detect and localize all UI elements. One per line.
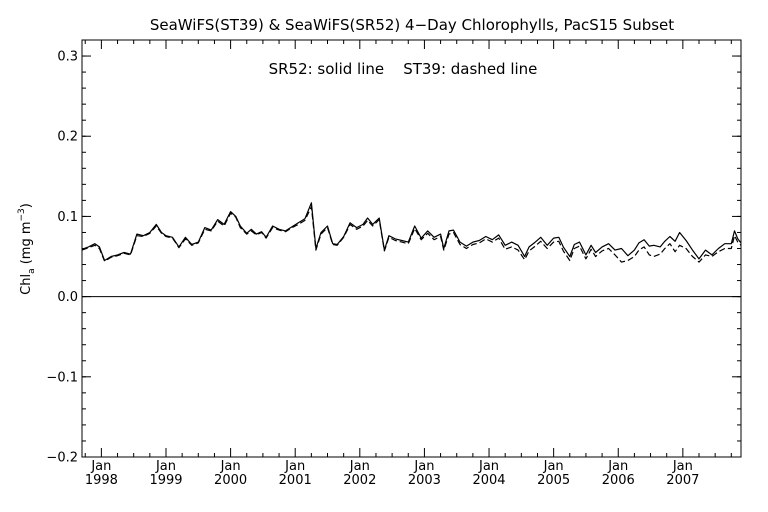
y-tick-label: 0.1 [57, 210, 78, 225]
y-axis-label-units: (mg m [19, 221, 34, 268]
x-tick-month-label: Jan [284, 459, 305, 474]
y-axis-label-units-close: ) [19, 203, 34, 208]
x-axis: Jan1998Jan1999Jan2000Jan2001Jan2002Jan20… [84, 40, 732, 488]
x-tick-year-label: 2007 [666, 473, 699, 488]
series-legend-note: SR52: solid line ST39: dashed line [269, 60, 538, 78]
x-tick-year-label: 2005 [537, 473, 570, 488]
x-tick-year-label: 1998 [85, 473, 118, 488]
y-axis-label: Chla (mg m−3) [17, 203, 37, 295]
x-tick-year-label: 1999 [149, 473, 182, 488]
x-tick-month-label: Jan [543, 459, 564, 474]
x-tick-year-label: 2000 [214, 473, 247, 488]
x-tick-month-label: Jan [413, 459, 434, 474]
x-tick-month-label: Jan [478, 459, 499, 474]
x-tick-year-label: 2004 [472, 473, 505, 488]
series-line-sr52 [81, 202, 742, 262]
x-tick-month-label: Jan [90, 459, 111, 474]
x-tick-year-label: 2003 [408, 473, 441, 488]
y-tick-label: −0.1 [46, 370, 78, 385]
x-tick-month-label: Jan [607, 459, 628, 474]
x-tick-year-label: 2002 [343, 473, 376, 488]
x-tick-month-label: Jan [220, 459, 241, 474]
y-tick-label: −0.2 [46, 451, 78, 466]
x-tick-month-label: Jan [672, 459, 693, 474]
y-axis-label-main: Chl [19, 274, 34, 295]
x-tick-month-label: Jan [155, 459, 176, 474]
x-tick-month-label: Jan [349, 459, 370, 474]
y-tick-label: 0.0 [57, 290, 78, 305]
series-layer [81, 202, 742, 263]
y-axis-label-subscript: a [27, 268, 37, 274]
y-axis-label-superscript: −3 [17, 208, 27, 221]
x-tick-year-label: 2006 [602, 473, 635, 488]
x-tick-year-label: 2001 [279, 473, 312, 488]
y-tick-label: 0.2 [57, 130, 78, 145]
series-line-st39 [81, 206, 742, 263]
chart-title: SeaWiFS(ST39) & SeaWiFS(SR52) 4−Day Chlo… [150, 16, 674, 34]
y-tick-label: 0.3 [57, 50, 78, 65]
